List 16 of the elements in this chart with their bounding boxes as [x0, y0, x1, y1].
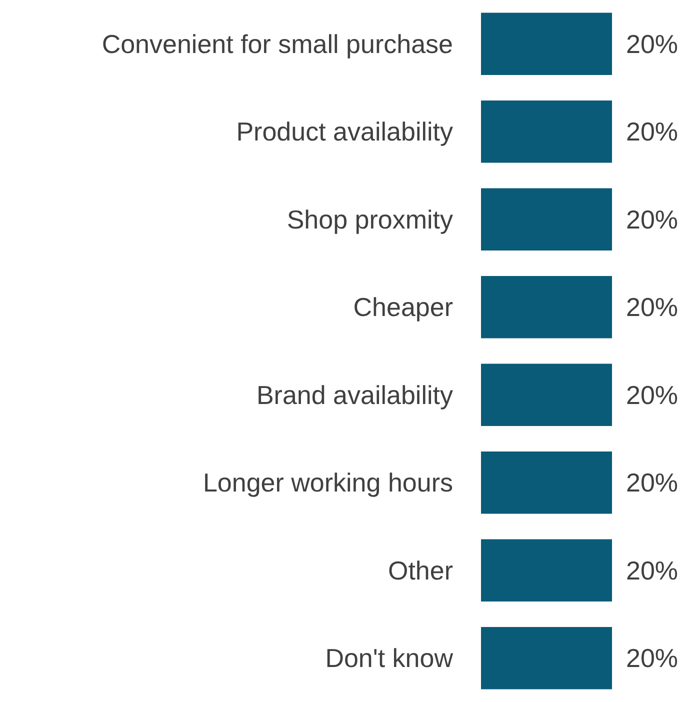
- y-tick-label: Product availability: [236, 116, 453, 147]
- data-label: 20%: [626, 555, 678, 586]
- data-label: 20%: [626, 292, 678, 322]
- y-tick-label: Cheaper: [353, 292, 454, 322]
- data-label: 20%: [626, 204, 678, 234]
- data-label: 20%: [626, 28, 678, 59]
- data-label: 20%: [626, 116, 678, 147]
- y-tick-label: Shop proxmity: [286, 204, 453, 234]
- y-tick-label: Other: [388, 555, 454, 586]
- y-tick-label: Convenient for small purchase: [102, 28, 453, 59]
- data-label: 20%: [626, 380, 678, 410]
- y-tick-label: Brand availability: [256, 380, 453, 410]
- data-label: 20%: [626, 643, 678, 674]
- y-tick-label: Longer working hours: [202, 468, 453, 498]
- data-label: 20%: [626, 468, 678, 498]
- y-tick-label: Don't know: [325, 643, 454, 674]
